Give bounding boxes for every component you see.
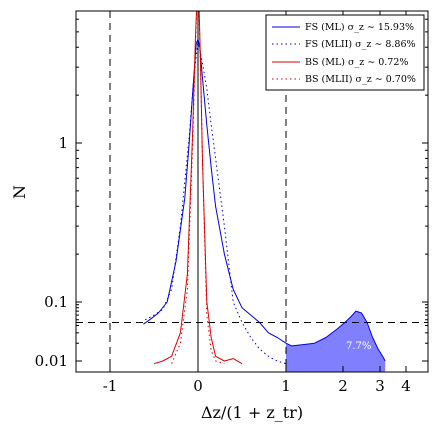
- legend-label-fs-mlii: FS (MLII) σ_z ∼ 8.86%: [305, 39, 416, 50]
- x-axis-ticks: -1 0 1 2 3 4: [103, 11, 411, 395]
- fill-area-layer: [286, 311, 386, 372]
- legend-label-fs-ml: FS (ML) σ_z ∼ 15.93%: [305, 22, 414, 33]
- x-tick-label: 2: [338, 377, 348, 395]
- y-tick-label: 0.01: [35, 352, 68, 370]
- x-tick-label: 0: [193, 377, 203, 395]
- y-tick-label: 0.1: [44, 293, 68, 311]
- x-tick-label: 4: [401, 377, 411, 395]
- x-tick-label: 3: [375, 377, 385, 395]
- fill-annotation-label: 7.7%: [346, 341, 371, 352]
- legend: FS (ML) σ_z ∼ 15.93% FS (MLII) σ_z ∼ 8.8…: [265, 14, 425, 91]
- fill-area-fs-ml: [286, 311, 386, 372]
- x-tick-label: -1: [103, 377, 118, 395]
- y-axis-label: N: [10, 185, 29, 199]
- plot-frame: [75, 10, 429, 373]
- y-axis-ticks: 0.01 0.1 1: [35, 18, 428, 370]
- series-fs-mlii: [144, 40, 287, 365]
- x-axis-label: Δz/(1 + z_tr): [201, 403, 303, 422]
- series-bs-ml: [153, 11, 243, 365]
- legend-label-bs-ml: BS (ML) σ_z ∼ 0.72%: [305, 57, 408, 68]
- y-tick-label: 1: [58, 134, 68, 152]
- series-bs-mlii: [171, 11, 225, 365]
- x-tick-label: 1: [281, 377, 291, 395]
- series-layer: [143, 11, 386, 365]
- series-fs-ml: [143, 38, 386, 362]
- legend-label-bs-mlii: BS (MLII) σ_z ∼ 0.70%: [305, 74, 416, 85]
